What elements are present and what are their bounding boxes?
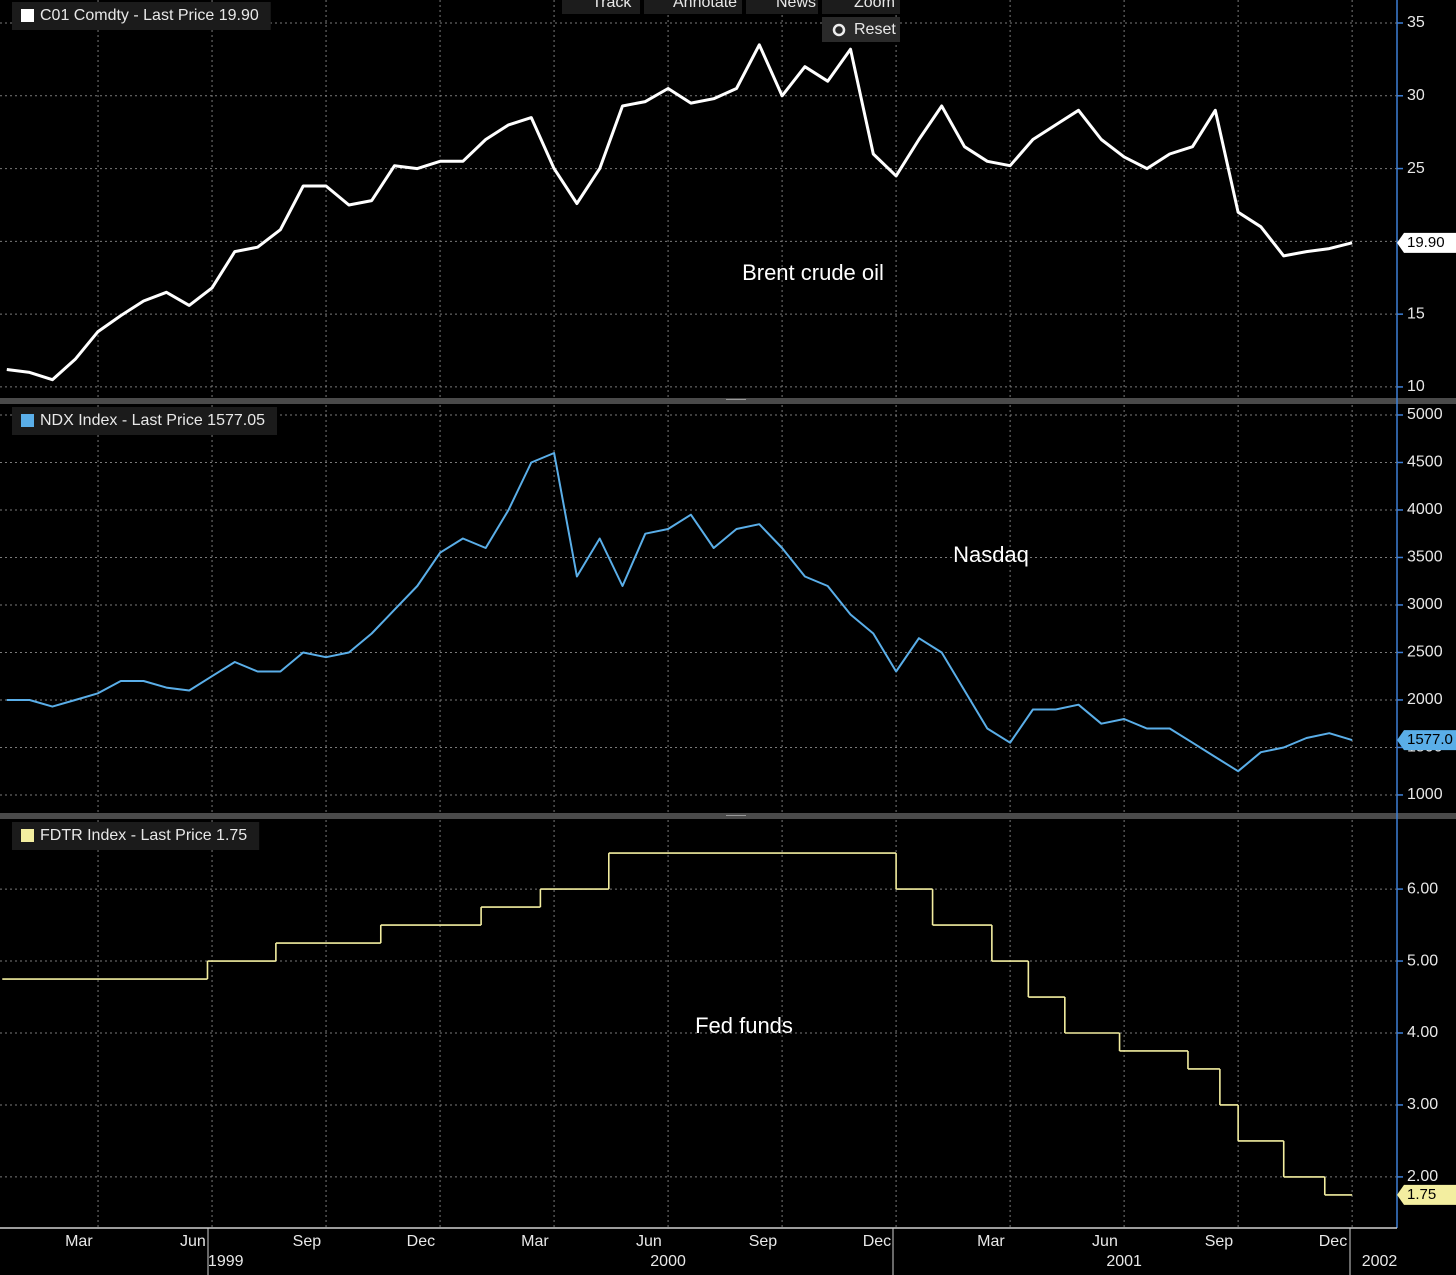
x-tick-label: Mar [977,1233,1005,1250]
reset-label[interactable]: Reset [854,21,896,38]
annotation: Nasdaq [953,542,1029,567]
x-tick-label: Jun [636,1233,662,1250]
y-tick-label: 5000 [1407,406,1443,423]
x-tick-label: Sep [749,1233,778,1250]
y-tick-label: 2000 [1407,691,1443,708]
toolbar-button[interactable] [562,0,640,14]
y-tick-label: 25 [1407,160,1425,177]
last-price-tag [1397,730,1456,751]
last-price-tag [1397,232,1456,253]
toolbar-button[interactable] [746,0,818,14]
year-label: 2000 [650,1253,686,1270]
last-price-label: 1.75 [1407,1186,1436,1203]
x-tick-label: Dec [863,1233,891,1250]
x-tick-label: Dec [407,1233,435,1250]
annotation: Brent crude oil [742,260,884,285]
y-tick-label: 10 [1407,378,1425,395]
series-line [6,452,1353,773]
toolbar: Track Annotate News Zoom Reset [562,0,900,42]
y-tick-label: 2500 [1407,644,1443,661]
y-tick-label: 30 [1407,87,1425,104]
year-label: 2002 [1362,1253,1398,1270]
legend-swatch [21,829,34,842]
last-price-tag [1397,1184,1456,1205]
x-tick-label: Mar [65,1233,93,1250]
legend-swatch [21,414,34,427]
legend-label: C01 Comdty - Last Price 19.90 [40,7,259,24]
year-label: 1999 [208,1253,244,1270]
x-tick-label: Sep [1205,1233,1234,1250]
y-tick-label: 4500 [1407,454,1443,471]
last-price-label: 1577.0 [1407,731,1453,748]
panel-divider [0,398,1456,404]
reset-icon[interactable] [832,23,846,37]
toolbar-label[interactable]: News [776,0,816,11]
y-tick-label: 4.00 [1407,1024,1438,1041]
divider-grip [726,399,746,400]
legend-box [12,407,278,435]
legend-label: FDTR Index - Last Price 1.75 [40,827,247,844]
annotation: Fed funds [695,1013,793,1038]
y-tick-label: 3000 [1407,596,1443,613]
y-tick-label: 5.00 [1407,952,1438,969]
divider-grip [726,815,746,816]
x-tick-label: Mar [521,1233,549,1250]
y-tick-label: 6.00 [1407,880,1438,897]
legend-swatch [21,9,34,22]
toolbar-button[interactable] [644,0,742,14]
y-tick-label: 15 [1407,305,1425,322]
last-price-label: 19.90 [1407,234,1445,251]
x-tick-label: Dec [1319,1233,1347,1250]
legend-box [12,822,260,850]
toolbar-label[interactable]: Track [592,0,632,11]
toolbar-label[interactable]: Zoom [854,0,895,11]
series-line [6,43,1353,382]
y-tick-label: 4000 [1407,501,1443,518]
year-label: 2001 [1106,1253,1142,1270]
y-tick-label: 35 [1407,14,1425,31]
legend-label: NDX Index - Last Price 1577.05 [40,412,265,429]
y-tick-label: 2.00 [1407,1168,1438,1185]
x-tick-label: Jun [1092,1233,1118,1250]
toolbar-button[interactable] [822,0,900,14]
x-tick-label: Jun [180,1233,206,1250]
y-tick-label: 3.00 [1407,1096,1438,1113]
y-tick-label: 3500 [1407,549,1443,566]
x-tick-label: Sep [293,1233,322,1250]
y-tick-label: 1000 [1407,786,1443,803]
toolbar-label[interactable]: Annotate [673,0,737,11]
legend-box [12,2,271,30]
